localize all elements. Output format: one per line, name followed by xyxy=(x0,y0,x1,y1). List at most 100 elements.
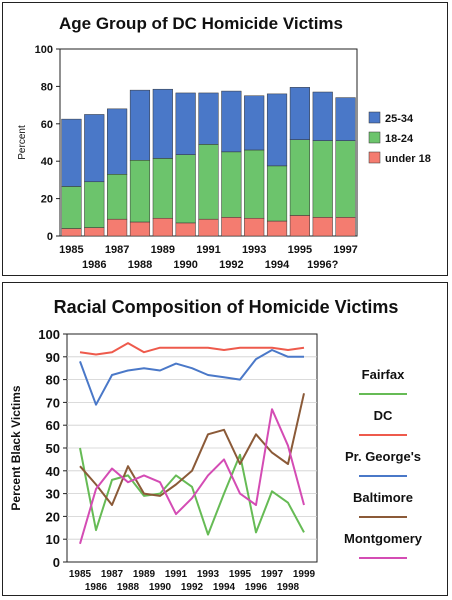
x-tick-label: 1993 xyxy=(197,569,220,580)
x-tick-label: 1987 xyxy=(105,244,129,256)
x-tick-label: 1994 xyxy=(265,259,290,271)
x-tick-label: 1989 xyxy=(133,569,156,580)
legend-label: Baltimore xyxy=(353,490,413,505)
bar-segment-25-34 xyxy=(244,95,265,151)
bar-segment-18-24 xyxy=(84,181,105,228)
chart-title: Racial Composition of Homicide Victims xyxy=(54,297,399,317)
x-tick-label: 1997 xyxy=(333,244,357,256)
legend-label: under 18 xyxy=(385,153,431,165)
bar-segment-under-18 xyxy=(244,217,265,237)
bar-segment-under-18 xyxy=(335,217,356,237)
bar-segment-18-24 xyxy=(244,149,265,219)
x-tick-label: 1992 xyxy=(219,259,243,271)
y-tick-label: 40 xyxy=(46,464,60,479)
bar-segment-18-24 xyxy=(221,151,242,218)
bar-segment-18-24 xyxy=(129,160,151,223)
y-tick-label: 100 xyxy=(38,327,60,342)
bar-segment-25-34 xyxy=(107,108,128,175)
x-tick-label: 1991 xyxy=(196,244,220,256)
bar-segment-18-24 xyxy=(107,174,128,220)
legend-label: DC xyxy=(374,408,393,423)
bar-segment-18-24 xyxy=(175,154,196,224)
bar-segment-18-24 xyxy=(335,140,356,218)
bar-segment-18-24 xyxy=(61,186,82,229)
bar-segment-25-34 xyxy=(175,92,196,155)
x-tick-label: 1990 xyxy=(149,582,172,593)
bar-segment-25-34 xyxy=(312,91,333,141)
x-tick-label: 1986 xyxy=(82,259,106,271)
bar-segment-under-18 xyxy=(107,218,128,237)
legend-label: Pr. George's xyxy=(345,449,421,464)
legend-swatch xyxy=(368,131,381,144)
x-tick-label: 1993 xyxy=(242,244,266,256)
bar-segment-25-34 xyxy=(61,118,82,187)
bar-segment-25-34 xyxy=(84,114,105,183)
x-tick-label: 1987 xyxy=(101,569,124,580)
bar-segment-18-24 xyxy=(312,140,333,218)
bar-segment-under-18 xyxy=(289,215,310,237)
x-tick-label: 1994 xyxy=(213,582,236,593)
x-tick-label: 1996 xyxy=(245,582,268,593)
bar-segment-25-34 xyxy=(198,92,219,145)
age-group-chart-panel: Age Group of DC Homicide Victims 0 20 40 60… xyxy=(2,2,448,276)
y-axis-label: Percent xyxy=(17,125,28,160)
legend-label: 25-34 xyxy=(385,113,414,125)
x-tick-label: 1998 xyxy=(277,582,300,593)
x-tick-label: 1995 xyxy=(288,244,312,256)
x-tick-label: 1991 xyxy=(165,569,188,580)
legend-label: Fairfax xyxy=(362,367,405,382)
series-line-pr-george-s xyxy=(79,349,304,406)
bar-segment-under-18 xyxy=(61,228,82,237)
bar-segment-25-34 xyxy=(152,88,173,159)
series-line-fairfax xyxy=(79,447,305,536)
x-tick-label: 1985 xyxy=(59,244,83,256)
bar-segment-under-18 xyxy=(175,222,196,237)
x-tick-label: 1988 xyxy=(117,582,140,593)
y-tick-label: 0 xyxy=(47,231,53,243)
bar-segment-under-18 xyxy=(198,218,219,237)
bar-segment-under-18 xyxy=(266,220,288,237)
bar-segment-under-18 xyxy=(84,227,105,237)
x-tick-label: 1988 xyxy=(128,259,152,271)
y-tick-label: 60 xyxy=(46,418,60,433)
x-tick-label: 1990 xyxy=(173,259,197,271)
bar-segment-25-34 xyxy=(289,87,310,140)
x-tick-label: 1986 xyxy=(85,582,108,593)
x-tick-label: 1985 xyxy=(69,569,92,580)
x-tick-label: 1999 xyxy=(293,569,316,580)
legend-label: Montgomery xyxy=(344,531,423,546)
y-tick-label: 80 xyxy=(41,81,53,93)
bar-segment-under-18 xyxy=(129,221,151,237)
bar-segment-18-24 xyxy=(152,158,173,219)
y-tick-label: 10 xyxy=(46,532,60,547)
y-tick-label: 40 xyxy=(41,156,53,168)
bar-segment-25-34 xyxy=(266,93,288,167)
y-tick-label: 50 xyxy=(46,441,60,456)
series-line-dc xyxy=(79,342,305,356)
y-axis-label: Percent Black Victims xyxy=(9,385,23,511)
legend-swatch xyxy=(368,111,381,124)
bar-segment-under-18 xyxy=(152,217,173,237)
x-tick-label: 1989 xyxy=(151,244,175,256)
series-line-montgomery xyxy=(79,408,305,545)
bar-segment-18-24 xyxy=(289,139,310,216)
y-tick-label: 80 xyxy=(46,373,60,388)
racial-composition-chart: Racial Composition of Homicide Victims 0… xyxy=(9,297,423,593)
y-tick-label: 20 xyxy=(46,509,60,524)
x-tick-label: 1997 xyxy=(261,569,284,580)
y-tick-label: 30 xyxy=(46,487,60,502)
age-group-chart: Age Group of DC Homicide Victims 0 20 40 60… xyxy=(17,14,431,271)
bar-segment-18-24 xyxy=(198,144,219,220)
bar-segment-25-34 xyxy=(335,97,356,141)
bar-segment-25-34 xyxy=(221,90,242,153)
legend-label: 18-24 xyxy=(385,133,414,145)
x-tick-label: 1996? xyxy=(307,259,338,271)
chart-title: Age Group of DC Homicide Victims xyxy=(59,14,343,33)
bar-segment-18-24 xyxy=(266,165,288,222)
x-tick-label: 1995 xyxy=(229,569,252,580)
bar-segment-under-18 xyxy=(312,217,333,237)
bar-segment-25-34 xyxy=(129,89,151,161)
y-tick-label: 90 xyxy=(46,350,60,365)
x-tick-label: 1992 xyxy=(181,582,204,593)
y-tick-label: 100 xyxy=(35,44,53,56)
